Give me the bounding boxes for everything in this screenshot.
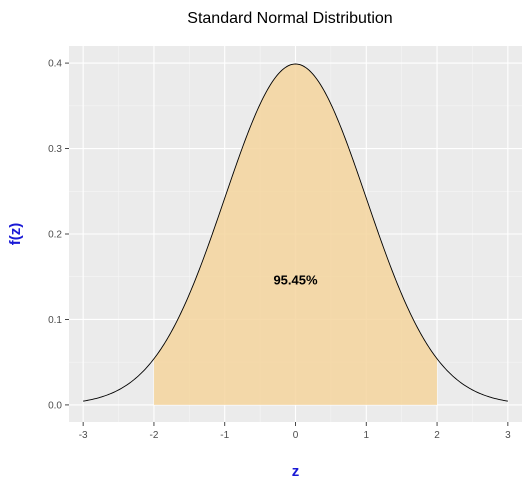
shaded-area-95-percent [153,63,438,405]
x-tick-label: -3 [79,430,88,441]
y-tick-label: 0.4 [48,59,62,70]
y-tick-label: 0.1 [48,315,62,326]
x-tick-label: -1 [220,430,229,441]
y-axis-title: f(z) [7,223,24,246]
x-axis-title: z [292,463,300,480]
x-tick-label: -2 [149,430,158,441]
x-axis-ticks: -3 -2 -1 0 1 2 3 [79,422,511,441]
x-tick-label: 3 [505,430,511,441]
chart-title: Standard Normal Distribution [187,10,392,27]
density-curve [83,63,508,402]
y-tick-label: 0.2 [48,230,62,241]
y-tick-label: 0.0 [48,400,62,411]
y-tick-label: 0.3 [48,144,62,155]
y-axis-ticks: 0.0 0.1 0.2 0.3 0.4 [48,59,69,411]
annotation-percent: 95.45% [273,272,318,287]
x-tick-label: 1 [364,430,370,441]
x-tick-label: 2 [434,430,440,441]
x-tick-label: 0 [293,430,299,441]
